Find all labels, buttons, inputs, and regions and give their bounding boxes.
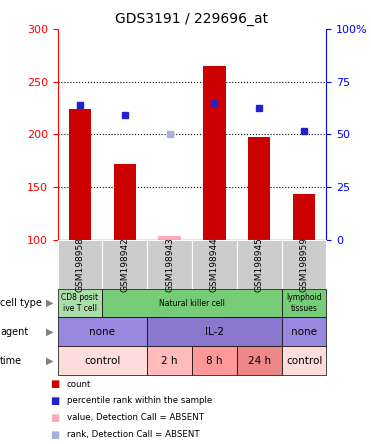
Text: rank, Detection Call = ABSENT: rank, Detection Call = ABSENT	[67, 430, 199, 439]
Text: lymphoid
tissues: lymphoid tissues	[286, 293, 322, 313]
Text: GSM198943: GSM198943	[165, 237, 174, 292]
Text: Natural killer cell: Natural killer cell	[159, 298, 225, 308]
Title: GDS3191 / 229696_at: GDS3191 / 229696_at	[115, 12, 269, 27]
Text: 24 h: 24 h	[248, 356, 271, 366]
Bar	[293, 194, 315, 240]
Text: none: none	[89, 327, 115, 337]
Text: ▶: ▶	[46, 327, 54, 337]
Text: count: count	[67, 380, 91, 388]
Text: ▶: ▶	[46, 298, 54, 308]
Text: value, Detection Call = ABSENT: value, Detection Call = ABSENT	[67, 413, 204, 422]
Text: GSM198944: GSM198944	[210, 237, 219, 292]
Text: ■: ■	[50, 379, 59, 389]
Text: percentile rank within the sample: percentile rank within the sample	[67, 396, 212, 405]
Text: time: time	[0, 356, 22, 366]
Text: CD8 posit
ive T cell: CD8 posit ive T cell	[61, 293, 98, 313]
Bar	[69, 109, 91, 240]
Bar	[248, 138, 270, 240]
Text: ▶: ▶	[46, 356, 54, 366]
Bar	[203, 66, 226, 240]
Bar	[158, 236, 181, 240]
Text: control: control	[84, 356, 121, 366]
Text: cell type: cell type	[0, 298, 42, 308]
Text: ■: ■	[50, 413, 59, 423]
Text: none: none	[291, 327, 317, 337]
Text: 2 h: 2 h	[161, 356, 178, 366]
Text: GSM198942: GSM198942	[120, 237, 129, 292]
Text: IL-2: IL-2	[205, 327, 224, 337]
Text: GSM198959: GSM198959	[299, 237, 309, 292]
Text: GSM198958: GSM198958	[75, 237, 85, 292]
Text: ■: ■	[50, 430, 59, 440]
Text: control: control	[286, 356, 322, 366]
Text: GSM198945: GSM198945	[255, 237, 264, 292]
Text: ■: ■	[50, 396, 59, 406]
Text: 8 h: 8 h	[206, 356, 223, 366]
Bar	[114, 164, 136, 240]
Text: agent: agent	[0, 327, 28, 337]
